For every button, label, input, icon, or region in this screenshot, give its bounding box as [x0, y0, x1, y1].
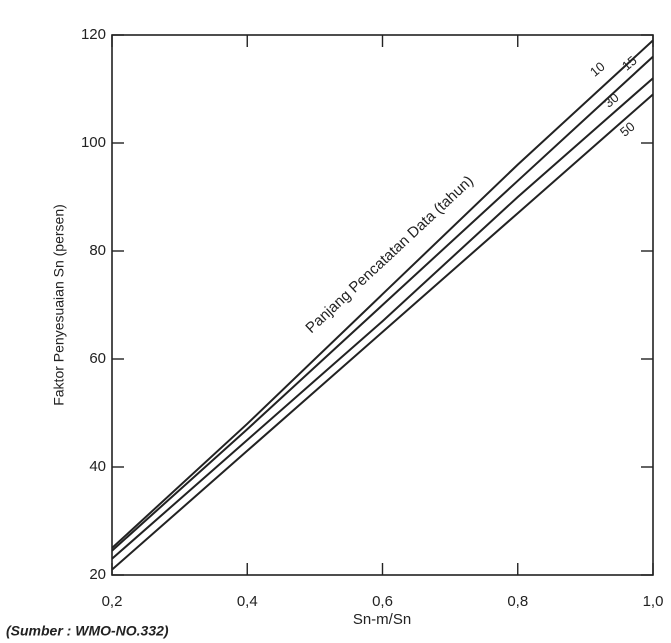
- y-tick-label: 60: [89, 350, 106, 367]
- curve: [111, 55, 654, 552]
- y-axis-label: Faktor Penyesuaian Sn (persen): [51, 204, 67, 406]
- annotation: Panjang Pencatatan Data (tahun): [302, 172, 476, 336]
- x-tick-label: 0,4: [237, 593, 258, 610]
- curve: [111, 39, 654, 549]
- y-tick-label: 120: [81, 26, 106, 43]
- y-tick-label: 100: [81, 134, 106, 151]
- y-tick-label: 40: [89, 458, 106, 475]
- y-tick-label: 80: [89, 242, 106, 259]
- curve: [111, 77, 654, 560]
- curve: [111, 93, 654, 571]
- x-axis-label: Sn-m/Sn: [353, 611, 411, 628]
- x-tick-label: 1,0: [643, 593, 664, 610]
- x-tick-label: 0,8: [507, 593, 528, 610]
- curve-label: 50: [617, 119, 638, 140]
- x-tick-label: 0,6: [372, 593, 393, 610]
- source-note: (Sumber : WMO-NO.332): [6, 623, 169, 639]
- x-tick-label: 0,2: [102, 593, 123, 610]
- y-tick-label: 20: [89, 566, 106, 583]
- curve-label: 10: [587, 59, 608, 80]
